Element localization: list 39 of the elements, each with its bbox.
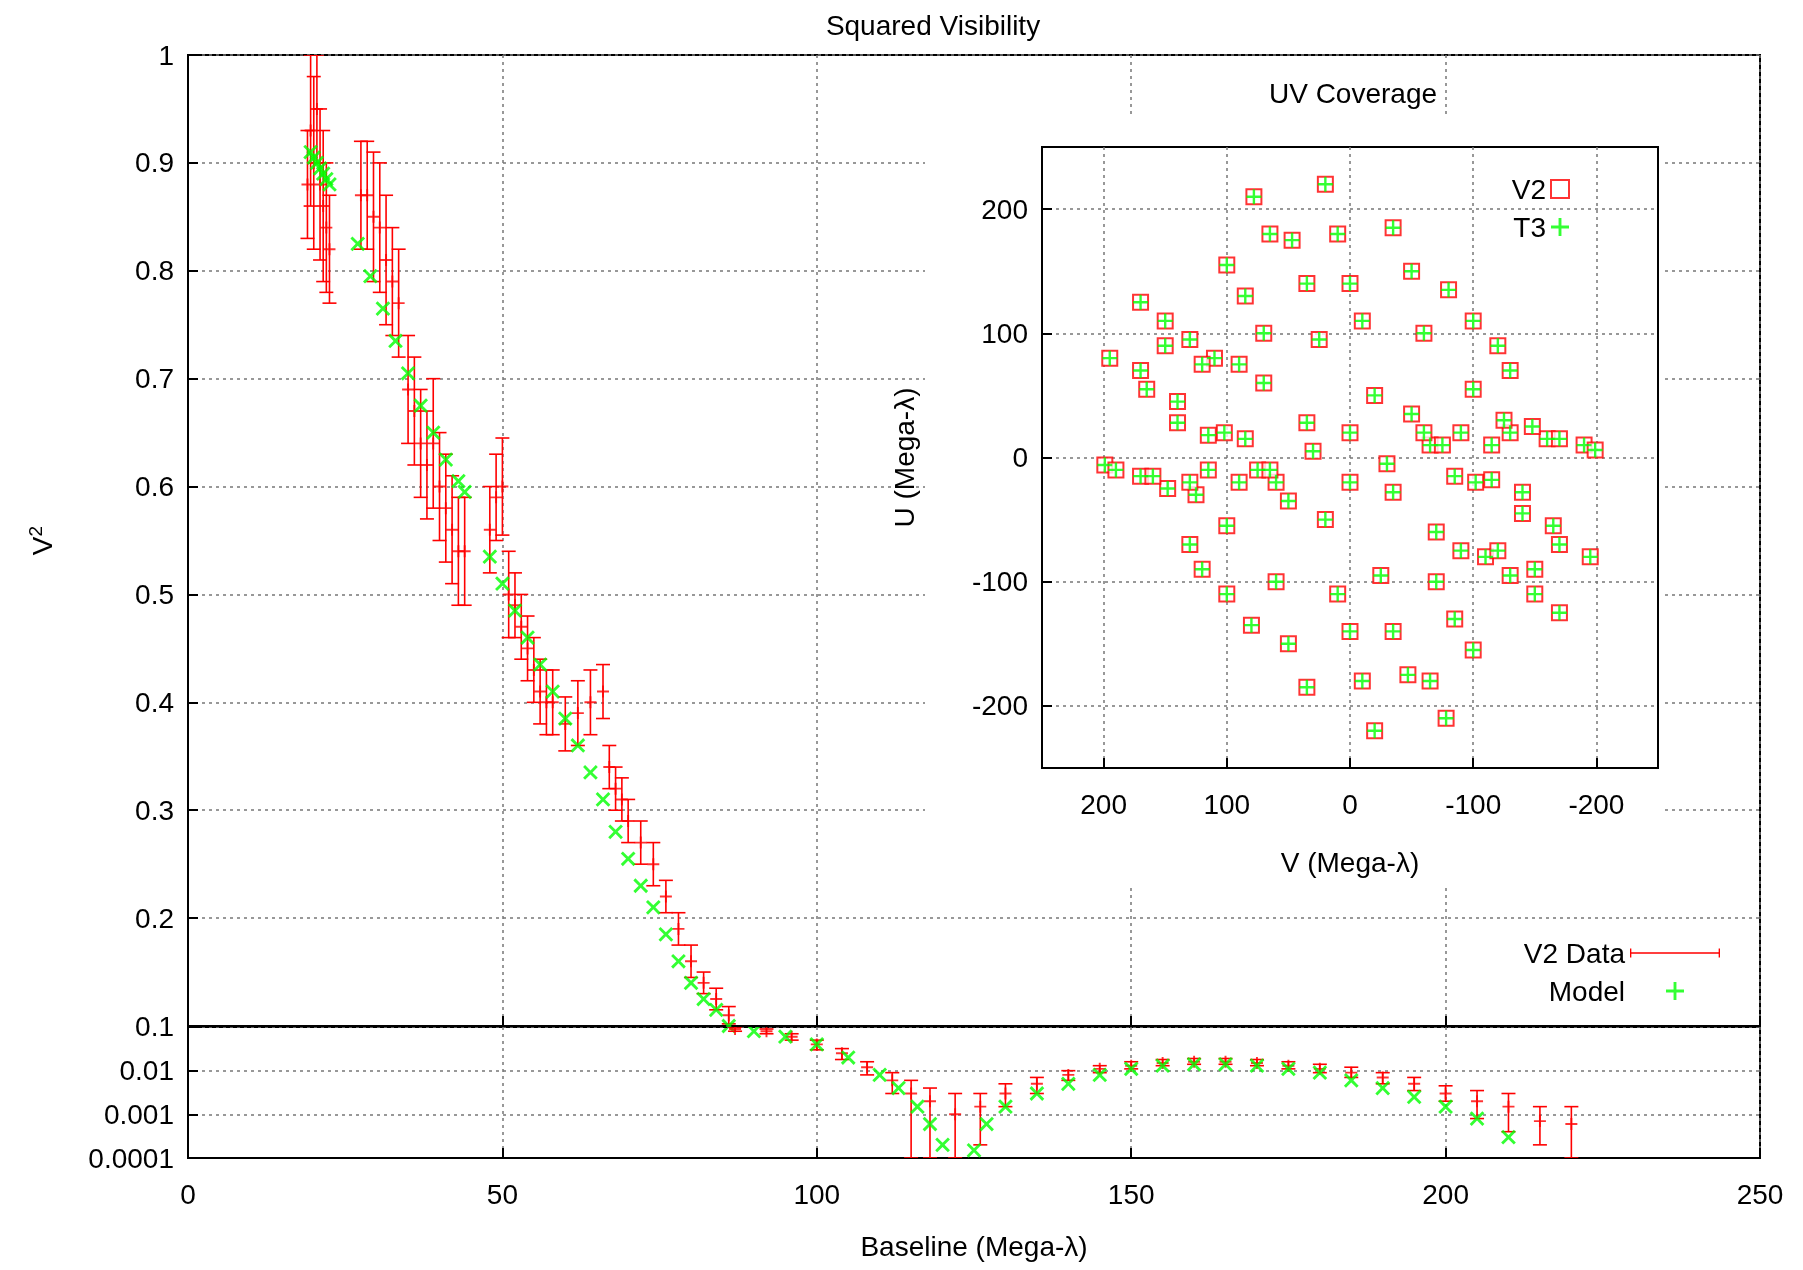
x-tick-label: 0 bbox=[1342, 788, 1358, 820]
x-tick-label: 100 bbox=[1203, 788, 1251, 820]
y-tick-label: 0.3 bbox=[135, 794, 174, 826]
x-tick-label: -100 bbox=[1445, 788, 1502, 820]
y-tick-label: 0.1 bbox=[135, 1010, 174, 1042]
x-tick-label: 0 bbox=[180, 1178, 196, 1210]
y-tick-label: 0.9 bbox=[135, 147, 174, 179]
x-tick-label: 50 bbox=[486, 1178, 518, 1210]
y-tick-label: 0.7 bbox=[135, 363, 174, 395]
x-axis-title: V (Mega-λ) bbox=[1280, 846, 1420, 878]
legend-label: Model bbox=[1548, 975, 1625, 1007]
x-tick-label: 150 bbox=[1107, 1178, 1155, 1210]
y-tick-label: 0.2 bbox=[135, 902, 174, 934]
y-tick-label: -100 bbox=[971, 566, 1028, 598]
x-axis-title: Baseline (Mega-λ) bbox=[860, 1230, 1088, 1262]
y-tick-label: 0.8 bbox=[135, 255, 174, 287]
y-tick-label: 0.0001 bbox=[88, 1142, 174, 1174]
chart-title: UV Coverage bbox=[1268, 77, 1438, 109]
y-tick-label: 0.5 bbox=[135, 578, 174, 610]
chart-title: Squared Visibility bbox=[825, 9, 1041, 41]
x-tick-label: 200 bbox=[1080, 788, 1127, 820]
legend-label: V2 Data bbox=[1523, 937, 1626, 969]
y-tick-label: -200 bbox=[971, 690, 1028, 722]
x-tick-label: 100 bbox=[793, 1178, 841, 1210]
y-tick-label: 0.6 bbox=[135, 471, 174, 503]
legend-label: T3 bbox=[1513, 211, 1546, 243]
y-tick-label: 200 bbox=[981, 193, 1028, 225]
y-tick-label: 0.001 bbox=[103, 1098, 174, 1130]
x-tick-label: 200 bbox=[1422, 1178, 1469, 1210]
y-axis-title: U (Mega-λ) bbox=[888, 387, 920, 528]
y-tick-label: 0 bbox=[1012, 442, 1028, 473]
x-tick-label: -200 bbox=[1568, 788, 1625, 820]
x-tick-label: 250 bbox=[1736, 1178, 1784, 1210]
y-tick-label: 1 bbox=[158, 39, 174, 71]
y-axis-title: V2 bbox=[25, 525, 58, 556]
y-tick-label: 0.01 bbox=[119, 1055, 174, 1087]
y-tick-label: 100 bbox=[981, 317, 1028, 349]
y-tick-label: 0.4 bbox=[135, 686, 174, 718]
legend-label: V2 bbox=[1511, 173, 1546, 205]
